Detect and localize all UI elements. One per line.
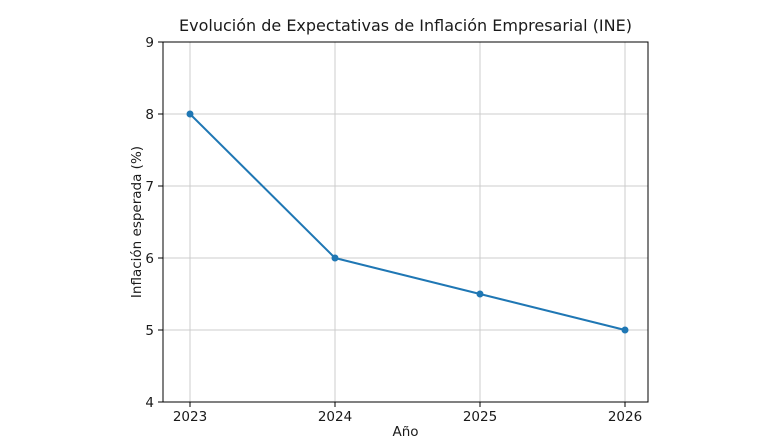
grid-lines <box>163 41 648 403</box>
tick-labels: 2023 2024 2025 2026 4 5 6 7 8 9 <box>145 35 642 425</box>
y-tick-label: 6 <box>145 251 154 267</box>
x-axis-label: Año <box>392 424 418 440</box>
x-tick-label: 2024 <box>318 409 352 425</box>
series-line <box>189 113 626 331</box>
y-axis-label: Inflación esperada (%) <box>129 146 145 298</box>
data-point <box>476 290 484 298</box>
x-tick-label: 2025 <box>463 409 497 425</box>
chart-title: Evolución de Expectativas de Inflación E… <box>179 16 632 35</box>
data-point <box>186 110 194 118</box>
axes <box>158 41 649 407</box>
data-series <box>186 110 629 334</box>
x-tick-label: 2026 <box>608 409 642 425</box>
y-tick-label: 4 <box>145 395 154 411</box>
y-tick-label: 8 <box>145 107 154 123</box>
y-tick-label: 9 <box>145 35 154 51</box>
y-tick-label: 5 <box>145 323 154 339</box>
plot-border <box>162 41 649 403</box>
data-point <box>621 326 629 334</box>
data-point <box>331 254 339 262</box>
y-tick-label: 7 <box>145 179 154 195</box>
x-tick-label: 2023 <box>173 409 207 425</box>
